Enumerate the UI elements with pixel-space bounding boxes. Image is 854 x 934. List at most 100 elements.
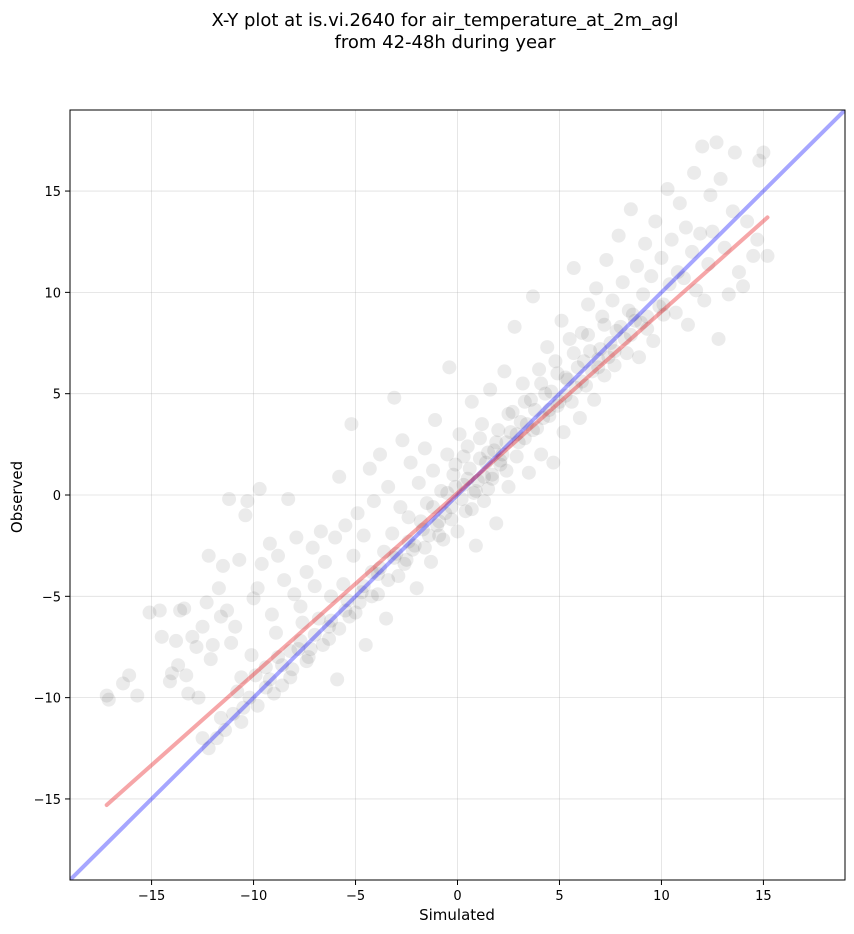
scatter-point bbox=[283, 644, 298, 659]
scatter-point bbox=[164, 666, 179, 681]
scatter-point bbox=[662, 277, 677, 292]
scatter-point bbox=[242, 690, 257, 705]
scatter-point bbox=[540, 340, 555, 355]
scatter-point bbox=[395, 433, 410, 448]
scatter-point bbox=[678, 220, 693, 235]
scatter-point bbox=[703, 188, 718, 203]
scatter-point bbox=[481, 445, 496, 460]
plot-area: −15 −10 −5 0 5 10 15 −15 −10 −5 0 5 10 15 bbox=[34, 109, 846, 904]
chart-title-line-1: X-Y plot at is.vi.2640 for air_temperatu… bbox=[211, 10, 678, 31]
scatter-point bbox=[299, 565, 314, 579]
scatter-point bbox=[597, 368, 612, 383]
scatter-point bbox=[746, 248, 761, 263]
scatter-point bbox=[513, 415, 528, 430]
scatter-point bbox=[625, 307, 640, 322]
x-tick-label: 5 bbox=[555, 889, 563, 904]
scatter-point bbox=[507, 319, 522, 334]
scatter-point bbox=[607, 344, 622, 359]
scatter-point bbox=[634, 315, 649, 330]
scatter-point bbox=[680, 317, 695, 332]
scatter-point bbox=[354, 585, 369, 600]
scatter-point bbox=[336, 577, 351, 592]
scatter-point bbox=[597, 317, 612, 332]
scatter-point bbox=[519, 417, 534, 432]
scatter-point bbox=[640, 321, 655, 336]
scatter-point bbox=[497, 364, 512, 379]
identity-line bbox=[70, 110, 845, 880]
scatter-point bbox=[228, 619, 243, 634]
scatter-point bbox=[389, 546, 404, 561]
y-tick-label: 0 bbox=[53, 489, 61, 504]
scatter-point bbox=[350, 506, 365, 521]
scatter-point bbox=[472, 451, 487, 466]
scatter-point bbox=[340, 593, 355, 608]
scatter-point bbox=[283, 670, 298, 685]
scatter-point bbox=[415, 522, 430, 537]
scatter-point bbox=[638, 236, 653, 251]
scatter-point bbox=[489, 516, 504, 531]
scatter-point bbox=[493, 457, 508, 472]
scatter-point bbox=[264, 607, 279, 622]
scatter-point bbox=[466, 485, 481, 500]
scatter-point bbox=[501, 406, 516, 421]
scatter-point bbox=[564, 394, 579, 409]
scatter-point bbox=[595, 309, 610, 324]
x-tick-label: 15 bbox=[755, 889, 772, 904]
x-tick-label: −10 bbox=[240, 889, 267, 904]
scatter-point bbox=[419, 496, 434, 511]
scatter-point bbox=[542, 402, 557, 417]
scatter-point bbox=[322, 619, 337, 634]
scatter-point bbox=[530, 421, 545, 436]
scatter-point bbox=[281, 492, 296, 507]
y-tick-label: 5 bbox=[53, 388, 61, 403]
scatter-point bbox=[636, 287, 651, 302]
scatter-point bbox=[434, 483, 449, 498]
scatter-point bbox=[215, 558, 230, 573]
scatter-point bbox=[285, 662, 300, 677]
scatter-point bbox=[589, 281, 604, 296]
scatter-point bbox=[364, 565, 379, 579]
scatter-point bbox=[440, 447, 455, 462]
scatter-point bbox=[454, 492, 469, 507]
y-tick-label: 15 bbox=[44, 185, 61, 200]
scatter-point bbox=[534, 447, 549, 462]
scatter-point bbox=[458, 504, 473, 519]
scatter-point bbox=[450, 524, 465, 539]
scatter-point bbox=[303, 642, 318, 656]
scatter-point bbox=[344, 417, 359, 432]
scatter-point bbox=[731, 265, 746, 280]
scatter-point bbox=[721, 287, 736, 302]
scatter-point bbox=[438, 506, 453, 521]
scatter-point bbox=[271, 548, 286, 563]
scatter-point bbox=[517, 394, 532, 409]
scatter-point bbox=[464, 394, 479, 409]
scatter-point bbox=[246, 591, 261, 606]
scatter-point bbox=[619, 346, 634, 361]
scatter-point bbox=[152, 603, 167, 618]
scatter-point bbox=[116, 676, 131, 691]
scatter-point bbox=[213, 609, 228, 624]
scatter-point bbox=[456, 477, 471, 492]
scatter-point bbox=[621, 303, 636, 318]
scatter-point bbox=[558, 388, 573, 403]
scatter-point bbox=[717, 240, 732, 255]
scatter-point bbox=[672, 196, 687, 211]
scatter-point bbox=[399, 552, 414, 567]
scatter-point bbox=[485, 471, 500, 486]
y-tick-label: 10 bbox=[44, 286, 61, 301]
scatter-point bbox=[740, 214, 755, 229]
scatter-point bbox=[440, 485, 455, 500]
scatter-point bbox=[528, 402, 542, 417]
scatter-point bbox=[342, 609, 357, 624]
scatter-point bbox=[101, 692, 116, 707]
scatter-point bbox=[356, 528, 371, 543]
scatter-point bbox=[581, 297, 596, 312]
scatter-point bbox=[697, 293, 712, 308]
scatter-point bbox=[483, 382, 498, 397]
scatter-point bbox=[275, 658, 290, 673]
scatter-point bbox=[760, 248, 775, 263]
scatter-point bbox=[220, 603, 235, 618]
scatter-point bbox=[232, 552, 247, 567]
scatter-point bbox=[617, 331, 632, 346]
scatter-point bbox=[462, 461, 477, 476]
